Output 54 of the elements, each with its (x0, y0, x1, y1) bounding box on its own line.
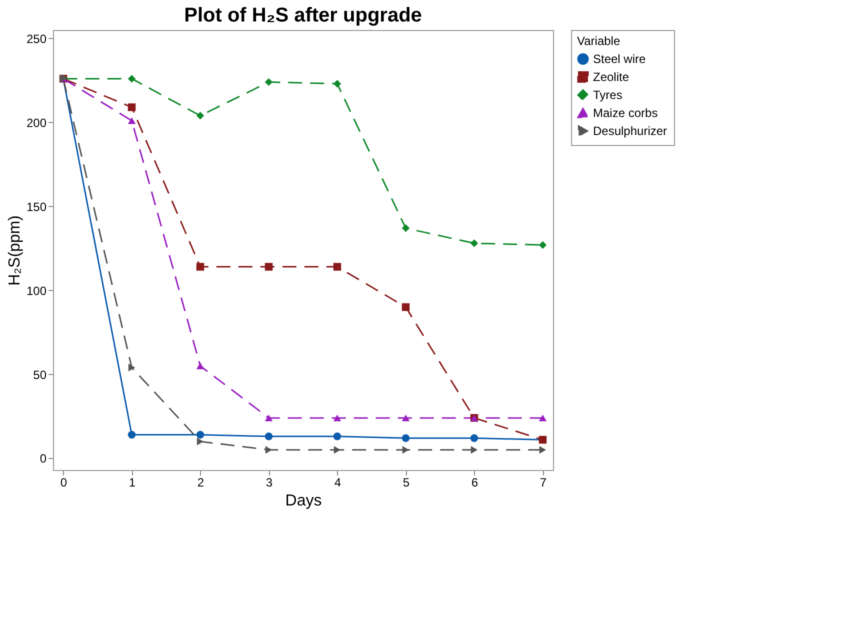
point (402, 446, 410, 454)
point (402, 224, 410, 232)
point (196, 112, 204, 120)
legend-title: Variable (577, 34, 620, 48)
x-tick-label: 2 (197, 476, 204, 490)
legend-label: Zeolite (593, 70, 630, 84)
y-tick-label: 50 (33, 368, 47, 382)
x-axis-title: Days (285, 492, 322, 510)
x-tick-label: 3 (266, 476, 273, 490)
point (264, 432, 273, 440)
x-tick-label: 1 (128, 476, 136, 490)
point (470, 239, 478, 248)
point (264, 414, 273, 422)
point (333, 414, 342, 422)
point (196, 262, 204, 271)
legend-label: Tyres (593, 88, 622, 102)
point (334, 446, 341, 454)
point (470, 434, 478, 442)
x-tick-label: 0 (60, 476, 68, 490)
point (333, 262, 342, 271)
point (402, 414, 410, 422)
point (470, 446, 478, 454)
x-tick-label: 6 (471, 476, 478, 490)
point (196, 430, 204, 439)
legend-label: Steel wire (593, 52, 646, 66)
y-tick-label: 150 (26, 200, 47, 214)
chart-title: Plot of H₂S after upgrade (184, 4, 422, 26)
point (264, 262, 273, 271)
legend-label: Desulphurizer (593, 124, 668, 138)
point (264, 78, 273, 86)
y-tick-label: 250 (26, 32, 47, 46)
point (538, 241, 547, 249)
point (128, 74, 136, 83)
point (538, 414, 547, 422)
legend-label: Maize corbs (593, 106, 658, 120)
x-tick-label: 5 (402, 476, 410, 490)
point (333, 432, 342, 440)
point (402, 434, 410, 442)
point (128, 117, 136, 124)
y-tick-label: 200 (26, 116, 47, 130)
point (196, 362, 204, 370)
x-tick-label: 4 (334, 476, 342, 490)
point (128, 364, 136, 372)
y-axis-title: H₂S(ppm) (6, 215, 24, 286)
point (265, 446, 272, 454)
point (128, 103, 136, 112)
point (333, 80, 342, 88)
point (539, 446, 546, 454)
point (196, 438, 204, 446)
point (128, 430, 136, 439)
x-tick-label: 7 (540, 476, 547, 490)
point (402, 303, 410, 311)
y-tick-label: 100 (26, 284, 47, 298)
y-tick-label: 0 (40, 452, 47, 466)
